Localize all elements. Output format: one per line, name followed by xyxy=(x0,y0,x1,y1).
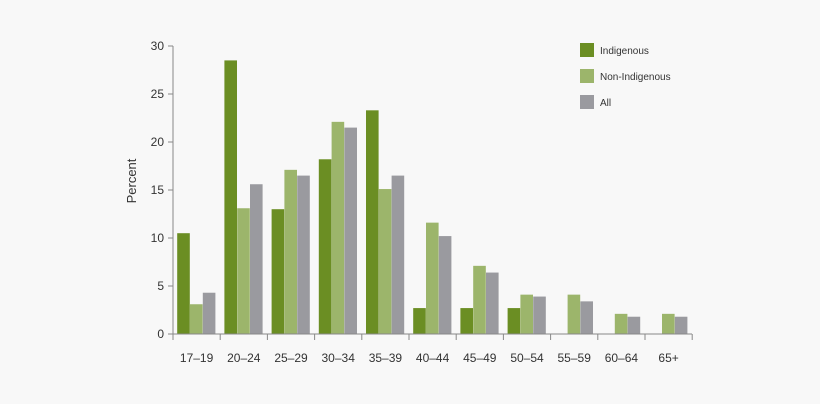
bar-all-2 xyxy=(297,175,310,334)
bar-indigenous-2 xyxy=(271,209,285,334)
bar-indigenous-5 xyxy=(413,308,426,334)
x-tick-label: 40–44 xyxy=(416,351,450,365)
bar-all-1 xyxy=(250,184,263,334)
x-tick-label: 20–24 xyxy=(227,351,261,365)
y-tick-label: 30 xyxy=(151,39,165,53)
bar-indigenous-4 xyxy=(366,110,379,334)
y-tick-label: 0 xyxy=(157,327,164,341)
legend-swatch xyxy=(580,95,594,109)
bar-all-7 xyxy=(533,296,546,334)
legend-label: Indigenous xyxy=(600,46,649,57)
bar-non-indigenous-7 xyxy=(520,294,533,334)
bar-indigenous-6 xyxy=(460,308,473,334)
bar-non-indigenous-10 xyxy=(662,313,675,334)
legend: Indigenous Non-Indigenous All xyxy=(580,43,671,109)
bar-all-9 xyxy=(627,316,641,334)
bar-all-8 xyxy=(580,301,593,334)
legend-swatch xyxy=(580,43,594,57)
x-tick-label: 65+ xyxy=(658,351,678,365)
y-tick-label: 25 xyxy=(151,87,165,101)
x-tick-label: 55–59 xyxy=(558,351,592,365)
bar-non-indigenous-4 xyxy=(378,189,392,334)
y-tick-label: 20 xyxy=(151,135,165,149)
bar-non-indigenous-6 xyxy=(473,265,486,334)
bar-non-indigenous-9 xyxy=(614,313,628,334)
bar-all-10 xyxy=(674,316,688,334)
y-tick-label: 5 xyxy=(157,279,164,293)
x-tick-label: 50–54 xyxy=(510,351,544,365)
legend-swatch xyxy=(580,69,594,83)
bar-non-indigenous-0 xyxy=(190,304,203,334)
bar-all-0 xyxy=(202,292,216,334)
y-tick-label: 10 xyxy=(151,231,165,245)
bar-non-indigenous-2 xyxy=(284,169,297,334)
bar-indigenous-0 xyxy=(177,233,190,334)
x-tick-label: 17–19 xyxy=(180,351,214,365)
bar-indigenous-7 xyxy=(507,308,521,334)
x-tick-label: 60–64 xyxy=(605,351,639,365)
bar-non-indigenous-3 xyxy=(331,121,345,334)
bar-all-4 xyxy=(391,175,405,334)
bar-indigenous-1 xyxy=(224,60,237,335)
x-tick-label: 30–34 xyxy=(322,351,356,365)
legend-label: Non-Indigenous xyxy=(600,72,671,83)
bar-non-indigenous-5 xyxy=(426,222,439,334)
bar-all-6 xyxy=(486,272,499,334)
x-tick-label: 45–49 xyxy=(463,351,497,365)
x-tick-label: 25–29 xyxy=(274,351,308,365)
x-tick-label: 35–39 xyxy=(369,351,403,365)
x-axis-ticks: 17–19 20–24 25–29 30–34 35–39 40–44 45–49 50–54… xyxy=(172,334,693,365)
y-tick-label: 15 xyxy=(151,183,165,197)
y-axis-title: Percent xyxy=(124,158,139,203)
bar-non-indigenous-8 xyxy=(567,294,581,334)
legend-label: All xyxy=(600,98,611,109)
bar-all-5 xyxy=(438,236,452,334)
bar-all-3 xyxy=(344,127,357,334)
bar-indigenous-3 xyxy=(318,159,332,334)
bars-group xyxy=(177,60,688,335)
bar-non-indigenous-1 xyxy=(237,208,250,334)
y-axis-ticks: 0 5 10 15 20 25 30 xyxy=(151,39,173,341)
